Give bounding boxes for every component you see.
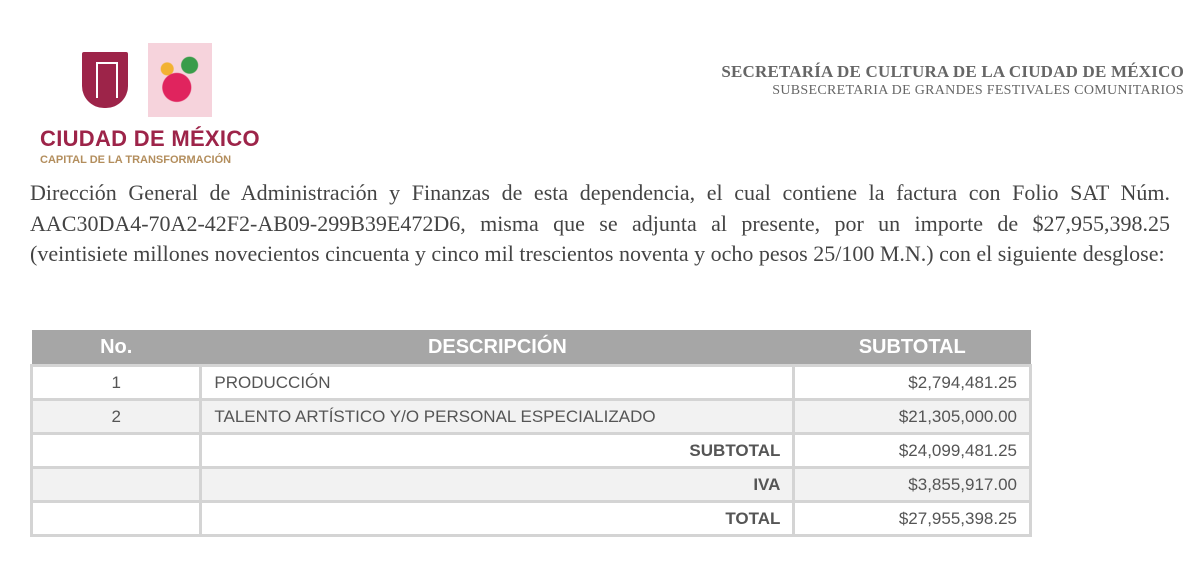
cdmx-logo: CIUDAD DE MÉXICO CAPITAL DE LA TRANSFORM…	[38, 38, 260, 168]
row-no: 1	[29, 364, 203, 401]
row-description: PRODUCCIÓN	[199, 364, 796, 401]
header-no: No.	[31, 330, 201, 366]
row-amount: $21,305,000.00	[792, 398, 1032, 435]
logo-name: CIUDAD DE MÉXICO	[40, 126, 260, 151]
iva-label: IVA	[199, 466, 796, 503]
subtotal-label: SUBTOTAL	[199, 432, 796, 469]
logo-tagline: CAPITAL DE LA TRANSFORMACIÓN	[40, 154, 232, 166]
header-description: DESCRIPCIÓN	[200, 330, 794, 366]
row-description: TALENTO ARTÍSTICO Y/O PERSONAL ESPECIALI…	[199, 398, 796, 435]
subtotal-amount: $24,099,481.25	[792, 432, 1032, 469]
total-label: TOTAL	[199, 500, 796, 537]
letterhead-line1: SECRETARÍA DE CULTURA DE LA CIUDAD DE MÉ…	[721, 62, 1184, 81]
header-subtotal: SUBTOTAL	[793, 330, 1031, 366]
row-amount: $2,794,481.25	[792, 364, 1032, 401]
table-row: 2 TALENTO ARTÍSTICO Y/O PERSONAL ESPECIA…	[29, 398, 1032, 435]
row-no: 2	[29, 398, 203, 435]
iva-amount: $3,855,917.00	[792, 466, 1032, 503]
iva-row: IVA $3,855,917.00	[29, 466, 1032, 503]
total-amount: $27,955,398.25	[792, 500, 1032, 537]
table-row: 1 PRODUCCIÓN $2,794,481.25	[29, 364, 1032, 401]
subtotal-row: SUBTOTAL $24,099,481.25	[29, 432, 1032, 469]
letterhead: SECRETARÍA DE CULTURA DE LA CIUDAD DE MÉ…	[721, 62, 1184, 99]
letterhead-line2: SUBSECRETARIA DE GRANDES FESTIVALES COMU…	[772, 83, 1184, 98]
total-row: TOTAL $27,955,398.25	[29, 500, 1032, 537]
body-paragraph: Dirección General de Administración y Fi…	[30, 180, 1170, 266]
coat-of-arms-icon	[82, 52, 128, 108]
cdmx-map-icon	[148, 43, 212, 117]
breakdown-table: No. DESCRIPCIÓN SUBTOTAL 1 PRODUCCIÓN $2…	[29, 330, 1032, 537]
table-header: No. DESCRIPCIÓN SUBTOTAL	[31, 330, 1031, 366]
